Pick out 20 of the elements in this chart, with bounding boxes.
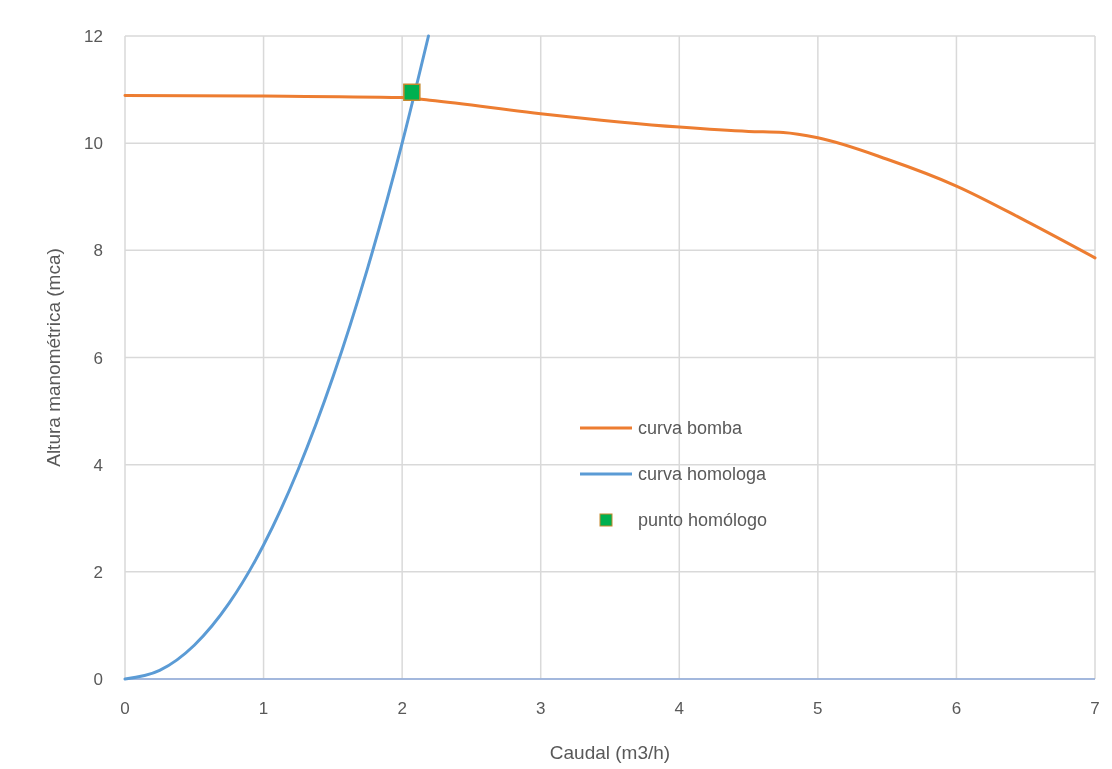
legend-label: curva homologa [638,464,768,484]
y-tick-label: 0 [93,670,103,689]
x-tick-label: 2 [397,699,407,718]
y-tick-label: 12 [84,27,103,46]
x-tick-label: 1 [258,699,269,718]
x-tick-label: 3 [535,699,546,718]
y-tick-label: 4 [93,455,103,475]
x-axis-title: Caudal (m3/h) [549,742,671,763]
legend-label: curva bomba [638,418,744,438]
x-tick-label: 7 [1090,699,1100,718]
y-tick-label: 2 [93,562,103,582]
y-tick-label: 6 [93,348,103,368]
x-tick-label: 5 [813,699,823,718]
y-tick-label: 10 [84,134,103,154]
y-axis-title: Altura manométrica (mca) [43,248,64,467]
y-tick-label: 8 [93,241,103,261]
x-tick-label: 0 [120,699,130,718]
legend-label: punto homólogo [638,510,768,530]
x-tick-label: 6 [951,699,962,718]
x-tick-label: 4 [674,699,685,718]
